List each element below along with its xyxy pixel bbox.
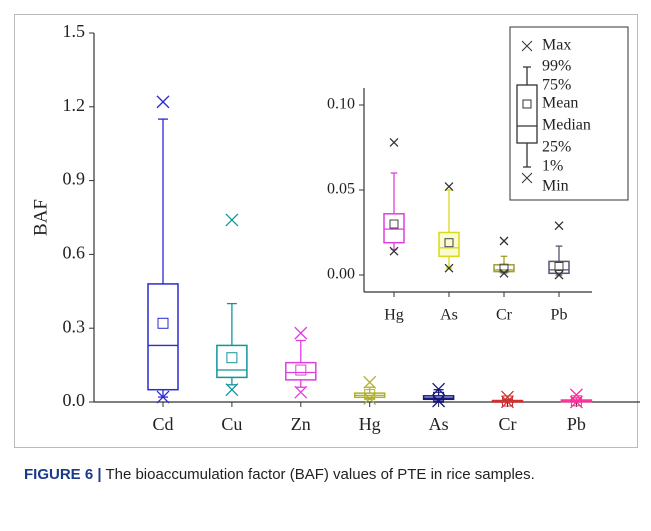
min-marker	[225, 383, 239, 397]
mean	[389, 219, 399, 229]
y-tick-label: 0.9	[63, 169, 86, 189]
mean	[502, 395, 513, 407]
x-tick-label: As	[429, 414, 449, 434]
mean	[226, 352, 238, 364]
y-tick-label: 1.2	[63, 95, 86, 115]
max-marker	[554, 221, 564, 231]
mean	[433, 391, 445, 403]
x-tick-label: Pb	[567, 414, 586, 434]
mean	[364, 389, 376, 401]
y-tick-label: 0.3	[63, 316, 86, 336]
legend-label: Mean	[542, 95, 578, 112]
box	[438, 231, 460, 258]
legend-label: 75%	[542, 77, 571, 94]
min-marker	[156, 390, 170, 404]
y-tick-label: 0.05	[327, 181, 355, 198]
box	[147, 283, 179, 391]
x-tick-label: As	[440, 307, 458, 324]
max-marker	[363, 375, 377, 389]
min-marker	[499, 268, 509, 278]
min-marker	[501, 395, 514, 409]
box	[216, 344, 248, 379]
figure-frame	[14, 14, 638, 448]
max-marker	[389, 137, 399, 147]
x-tick-label: Pb	[551, 307, 568, 324]
x-tick-label: Hg	[359, 414, 381, 434]
mean	[295, 364, 307, 376]
max-marker	[501, 390, 514, 404]
caption-text: The bioaccumulation factor (BAF) values …	[105, 466, 535, 483]
legend-label: Min	[542, 178, 569, 195]
mean	[554, 262, 564, 271]
y-tick-label: 0.6	[63, 243, 86, 263]
legend-label: Median	[542, 117, 591, 134]
max-marker	[499, 236, 509, 246]
max-marker	[432, 382, 446, 396]
box	[285, 361, 317, 381]
max-marker	[225, 213, 239, 227]
box	[383, 213, 405, 244]
y-tick-label: 0.0	[63, 390, 86, 410]
min-marker	[389, 246, 399, 256]
y-tick-label: 0.10	[327, 96, 355, 113]
max-marker	[444, 182, 454, 192]
legend-symbol	[516, 84, 538, 144]
x-tick-label: Cd	[152, 414, 173, 434]
x-tick-label: Hg	[384, 307, 404, 324]
legend-symbol	[522, 99, 532, 109]
legend-label: 99%	[542, 58, 571, 75]
x-tick-label: Cu	[221, 414, 242, 434]
caption-label: FIGURE 6 |	[24, 466, 102, 483]
x-tick-label: Cr	[499, 414, 517, 434]
x-tick-label: Zn	[291, 414, 311, 434]
y-tick-label: 1.5	[63, 21, 86, 41]
y-tick-label: 0.00	[327, 266, 355, 283]
y-axis-label: BAF	[30, 199, 51, 236]
box	[548, 260, 570, 275]
legend-label: 1%	[542, 158, 563, 175]
legend-box	[509, 26, 629, 201]
min-marker	[294, 385, 308, 399]
mean	[499, 263, 509, 273]
mean	[157, 317, 169, 329]
chart: 0.0 0.3 0.6 0.9 1.2 1.5 BAF Cd Cu Zn Hg As Cr Pb Max 99…	[30, 21, 640, 434]
min-marker	[432, 394, 446, 408]
x-tick-label: Cr	[496, 307, 513, 324]
min-marker	[444, 263, 454, 273]
legend-symbol	[517, 66, 537, 168]
min-marker	[363, 392, 377, 406]
box	[493, 264, 515, 273]
min-marker	[554, 270, 564, 280]
max-marker	[156, 95, 170, 109]
min-marker	[569, 395, 583, 409]
legend-symbol	[521, 40, 533, 184]
legend-label: 25%	[542, 139, 571, 156]
legend-label: Max	[542, 37, 571, 54]
caption: FIGURE 6 | The bioaccumulation factor (B…	[24, 464, 624, 486]
mean	[444, 238, 454, 248]
max-marker	[294, 326, 308, 340]
